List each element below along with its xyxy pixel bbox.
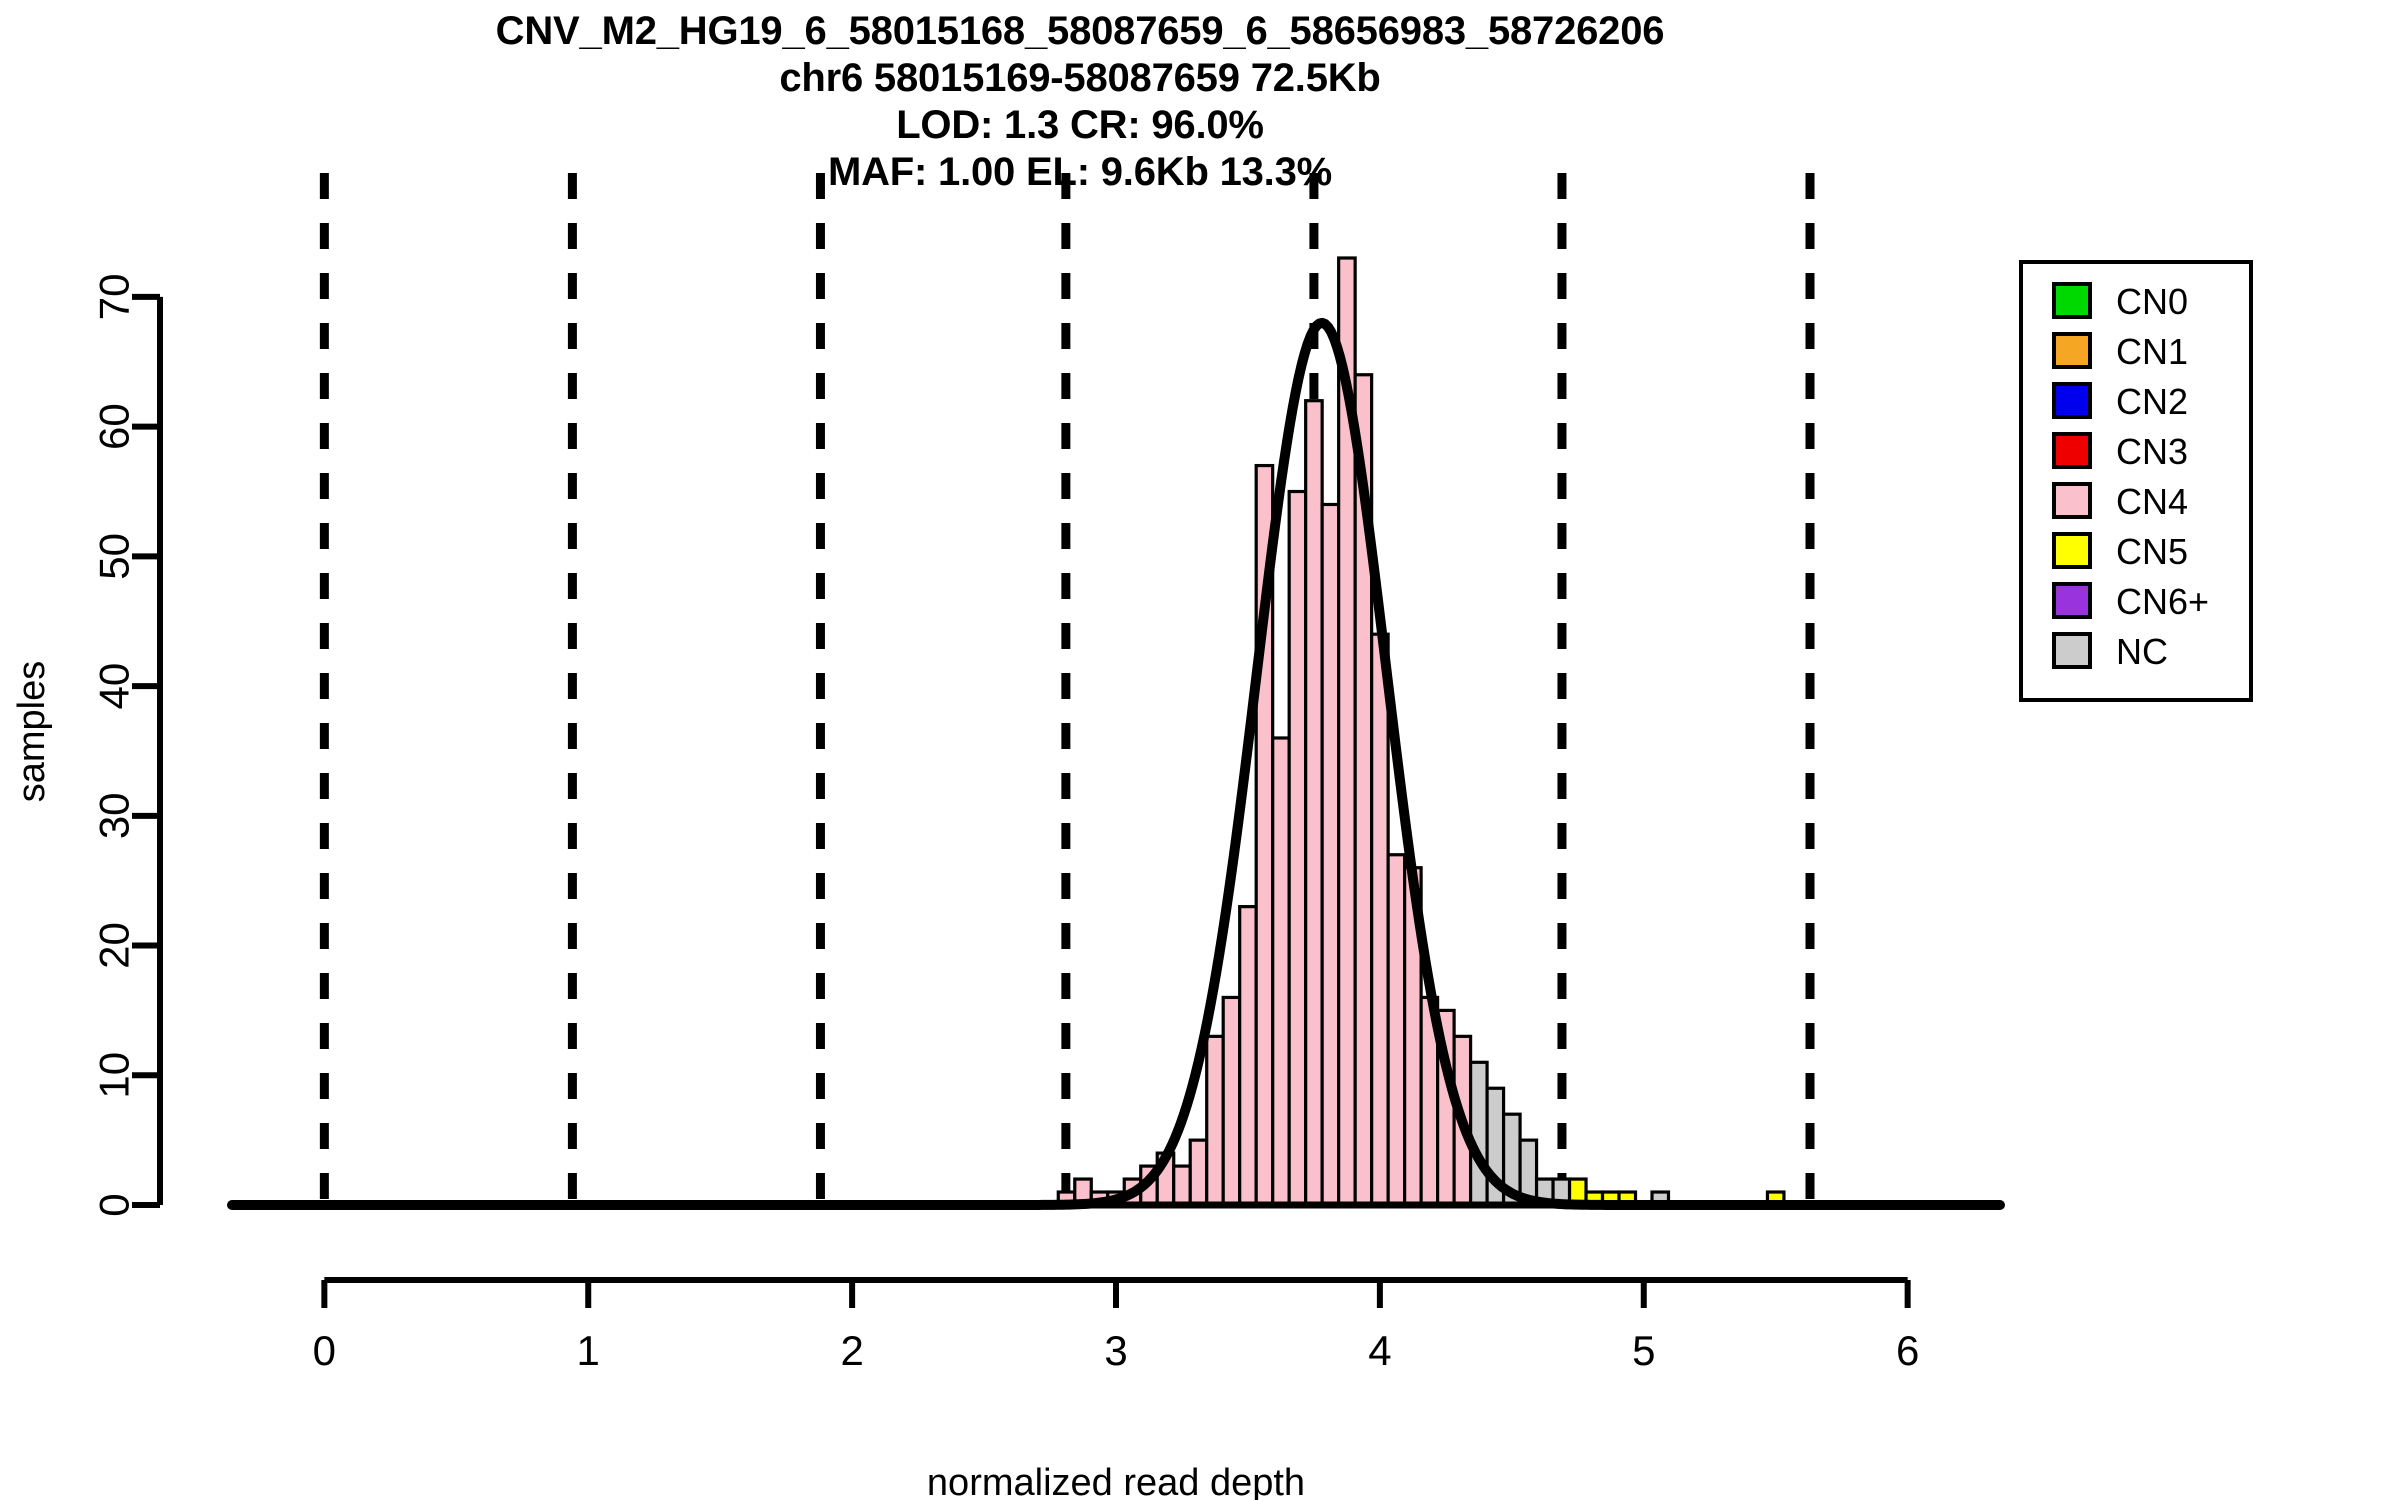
title-line-4: MAF: 1.00 EL: 9.6Kb 13.3%	[827, 150, 1333, 194]
legend-swatch-cn2	[2052, 382, 2092, 419]
histogram-bar	[1205, 1034, 1225, 1207]
histogram-bar	[1386, 853, 1407, 1207]
threshold-lines-group	[319, 173, 1815, 1205]
legend-label-nc: NC	[2116, 631, 2168, 672]
legend-label-cn2: CN2	[2116, 381, 2188, 422]
legend-label-cn4: CN4	[2116, 481, 2188, 522]
y-tick-label: 50	[91, 533, 138, 580]
legend-swatch-cn3	[2052, 432, 2092, 469]
histogram-bar	[1320, 502, 1341, 1207]
legend-label-cn3: CN3	[2116, 431, 2188, 472]
y-tick-label: 30	[91, 792, 138, 839]
legend-label-cn5: CN5	[2116, 531, 2188, 572]
histogram-bar	[1304, 399, 1324, 1207]
legend-label-cn1: CN1	[2116, 331, 2188, 372]
y-tick-label: 0	[91, 1193, 138, 1216]
y-tick-label: 70	[91, 274, 138, 321]
x-tick-label: 6	[1896, 1327, 1919, 1374]
legend-label-cn6plus: CN6+	[2116, 581, 2209, 622]
legend-label-cn0: CN0	[2116, 281, 2188, 322]
legend-swatch-cn6plus	[2052, 582, 2092, 619]
histogram-bar	[1188, 1138, 1209, 1207]
legend-swatch-cn5	[2052, 532, 2092, 569]
y-tick-label: 40	[91, 663, 138, 710]
title-line-1: CNV_M2_HG19_6_58015168_58087659_6_586569…	[495, 9, 1665, 53]
histogram-bar	[1468, 1060, 1489, 1207]
legend-swatch-cn0	[2052, 282, 2092, 319]
y-axis-title: samples	[11, 661, 53, 803]
legend-swatch-cn4	[2052, 482, 2092, 519]
y-tick-label: 60	[91, 403, 138, 450]
histogram-bars-group	[1056, 256, 1786, 1207]
title-line-3: LOD: 1.3 CR: 96.0%	[896, 103, 1264, 147]
x-tick-label: 5	[1632, 1327, 1655, 1374]
x-tick-label: 4	[1368, 1327, 1391, 1374]
gaussian-fit-curve-group	[227, 317, 2005, 1210]
chart-title-block: CNV_M2_HG19_6_58015168_58087659_6_586569…	[0, 8, 2160, 196]
y-tick-label: 20	[91, 922, 138, 969]
x-axis-title: normalized read depth	[927, 1462, 1305, 1500]
x-tick-label: 0	[313, 1327, 336, 1374]
x-tick-label: 3	[1104, 1327, 1127, 1374]
gaussian-fit-curve	[227, 317, 2005, 1210]
legend-group: CN0 CN1 CN2 CN3 CN4 CN5 CN6+ NC	[2019, 260, 2253, 702]
histogram-bar	[1287, 489, 1308, 1207]
histogram-bar	[1271, 736, 1291, 1207]
x-tick-label: 2	[840, 1327, 863, 1374]
y-tick-label: 10	[91, 1052, 138, 1099]
legend-swatch-cn1	[2052, 332, 2092, 369]
x-tick-label: 1	[577, 1327, 600, 1374]
histogram-bar	[1172, 1164, 1192, 1207]
axes-group: 0 10 20 30 40 50 60 70 0 1 2 3 4 5 6 normalized read de…	[11, 274, 2000, 1500]
histogram-bar	[1221, 995, 1242, 1207]
title-line-2: chr6 58015169-58087659 72.5Kb	[779, 56, 1381, 100]
legend-swatch-nc	[2052, 632, 2092, 669]
histogram-bar	[1370, 632, 1390, 1207]
histogram-bar	[1238, 905, 1258, 1207]
